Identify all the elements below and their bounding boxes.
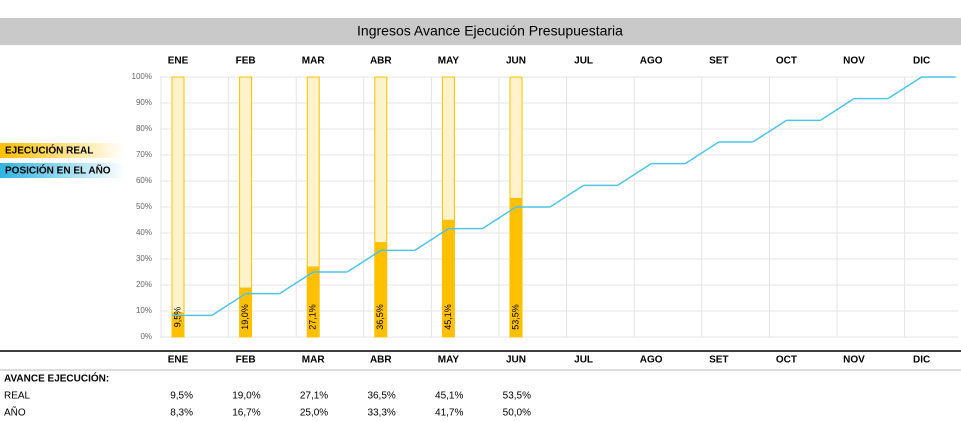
row-label: REAL [4,391,31,402]
line-connector [346,249,382,273]
line-connector [617,162,652,187]
x-tick-label: MAY [438,56,460,67]
bar-label: 53,5% [510,304,520,330]
line-connector [819,97,855,122]
bar [239,287,252,337]
bar-label: 27,1% [308,304,318,330]
table-header: JUL [574,355,593,366]
table-cell: 9,5% [170,391,193,402]
line-connector [414,227,449,252]
bar [307,266,320,337]
table-cell: 50,0% [503,408,531,419]
y-tick-label: 20% [136,280,152,289]
x-tick-label: JUL [574,56,593,67]
table-header: AGO [640,355,663,366]
bar-label: 9,5% [172,307,182,328]
x-tick-label: AGO [640,56,663,67]
y-tick-label: 30% [136,254,152,263]
y-tick-label: 70% [136,150,152,159]
line-connector [549,184,585,208]
x-tick-label: JUN [506,56,526,67]
table-cell: 33,3% [367,408,395,419]
bar [510,197,522,337]
legend-label: EJECUCIÓN REAL [5,144,93,157]
table-header: ENE [168,355,189,366]
x-tick-label: ENE [168,56,189,67]
line-connector [279,271,314,295]
bar-label: 45,1% [443,304,453,330]
table-cell: 16,7% [232,408,260,419]
table-header: MAY [438,355,460,366]
table-section: AVANCE EJECUCIÓN: [4,372,109,385]
table-header: FEB [236,355,256,366]
y-tick-label: 10% [136,306,152,315]
bar-label: 36,5% [375,304,385,330]
table-cell: 53,5% [503,391,531,402]
bar [172,312,184,337]
x-tick-label: MAR [302,56,326,67]
table-cell: 25,0% [300,408,328,419]
line-connector [481,206,517,230]
x-tick-label: OCT [776,56,797,67]
title-bar [0,18,961,45]
table-cell: 27,1% [300,391,328,402]
chart-title: Ingresos Avance Ejecución Presupuestaria [357,23,623,39]
legend-swatch [0,163,125,178]
legend-label: POSICIÓN EN EL AÑO [5,164,111,177]
table-header: ABR [370,355,392,366]
x-tick-label: FEB [236,56,256,67]
x-tick-label: DIC [913,56,930,67]
table-header: MAR [302,355,326,366]
table-header: SET [709,355,728,366]
table-header: NOV [843,355,865,366]
bar [374,242,387,337]
y-tick-label: 0% [140,332,152,341]
table-cell: 8,3% [170,408,193,419]
y-tick-label: 40% [136,228,152,237]
table-header: JUN [506,355,526,366]
y-tick-label: 50% [136,202,152,211]
line-connector [752,119,787,143]
table-cell: 19,0% [232,391,260,402]
y-tick-label: 90% [136,98,152,107]
y-tick-label: 80% [136,124,152,133]
x-tick-label: SET [709,56,728,67]
line-connector [887,76,923,100]
y-tick-label: 100% [132,72,152,81]
table-cell: 45,1% [435,391,463,402]
row-label: AÑO [4,406,26,419]
table-header: OCT [776,355,797,366]
table-header: DIC [913,355,930,366]
legend-swatch [0,143,125,158]
x-tick-label: NOV [843,56,865,67]
y-tick-label: 60% [136,176,152,185]
bar-label: 19,0% [240,304,250,330]
line-connector [211,292,247,317]
bar-track [171,76,185,338]
bar [442,219,455,337]
x-tick-label: ABR [370,56,392,67]
line-connector [684,141,720,165]
table-cell: 41,7% [435,408,463,419]
table-cell: 36,5% [367,391,395,402]
